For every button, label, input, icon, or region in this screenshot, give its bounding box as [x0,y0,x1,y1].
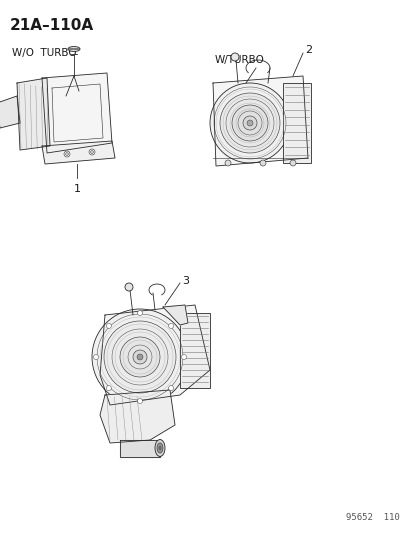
Text: W/O  TURBO: W/O TURBO [12,48,76,58]
Circle shape [247,120,252,126]
Bar [282,83,310,163]
Circle shape [289,160,295,166]
Polygon shape [100,390,175,443]
Circle shape [219,93,279,153]
Circle shape [93,354,98,359]
Circle shape [125,283,133,291]
Circle shape [65,152,68,156]
Circle shape [224,160,230,166]
Polygon shape [163,305,188,325]
Text: 1: 1 [74,184,80,194]
Circle shape [89,149,95,155]
Ellipse shape [154,440,165,456]
Circle shape [181,354,186,359]
Polygon shape [100,305,209,405]
Circle shape [120,337,159,377]
Text: 3: 3 [182,276,189,286]
Bar [180,313,209,388]
Polygon shape [42,141,115,164]
Circle shape [137,311,142,316]
Polygon shape [120,440,159,457]
Polygon shape [212,76,307,166]
Circle shape [259,160,266,166]
Circle shape [168,324,173,328]
Ellipse shape [68,46,80,52]
Polygon shape [42,73,112,153]
Circle shape [242,116,256,130]
Text: W/TURBO: W/TURBO [214,55,264,65]
Ellipse shape [157,443,163,453]
Circle shape [106,324,111,328]
Circle shape [104,321,176,393]
Text: 2: 2 [304,45,311,55]
Circle shape [230,53,238,61]
Circle shape [231,105,267,141]
Circle shape [168,385,173,391]
Text: 21A–110A: 21A–110A [10,18,94,33]
Circle shape [106,385,111,391]
Circle shape [92,309,188,405]
Circle shape [137,354,142,360]
Circle shape [64,151,70,157]
Circle shape [90,150,93,154]
Polygon shape [0,96,20,128]
Polygon shape [17,78,50,150]
Circle shape [209,83,289,163]
Ellipse shape [158,446,161,450]
Text: 95652  110: 95652 110 [345,513,399,522]
Circle shape [137,399,142,403]
Circle shape [133,350,147,364]
